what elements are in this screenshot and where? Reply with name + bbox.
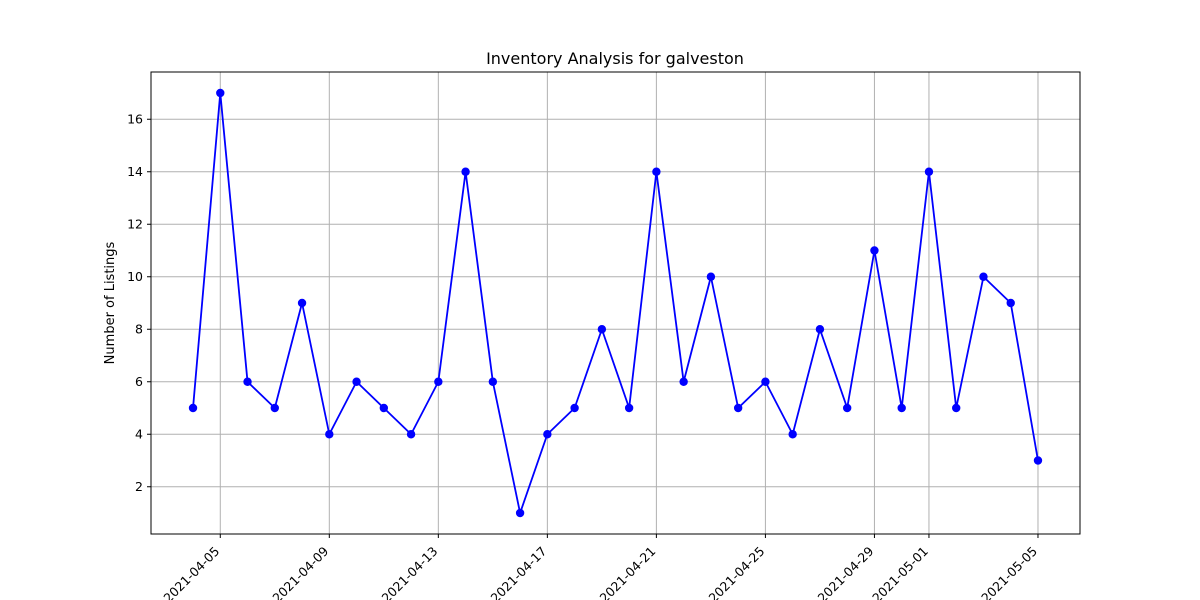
data-point xyxy=(679,377,688,386)
plot-frame xyxy=(150,71,1081,535)
x-tick-label: 2021-04-21 xyxy=(597,544,659,600)
axes xyxy=(147,71,1081,538)
y-tick-label: 14 xyxy=(127,164,143,179)
y-axis-label: Number of Listings xyxy=(103,241,118,364)
data-point xyxy=(1006,298,1015,308)
data-point xyxy=(570,403,579,413)
x-tick-label: 2021-04-29 xyxy=(815,543,877,600)
data-point xyxy=(434,377,443,386)
data-point xyxy=(1033,456,1043,465)
y-tick-label: 2 xyxy=(135,479,143,494)
y-tick-label: 6 xyxy=(135,374,143,389)
y-tick-label: 12 xyxy=(127,216,143,231)
y-tick-label: 16 xyxy=(127,111,143,126)
data-point xyxy=(706,272,716,281)
tick-labels: 2 4 6 8 10 12 14 16 2021-04-05 2021-04-09 2021-04-… xyxy=(127,111,1040,600)
data-point xyxy=(270,403,279,413)
data-point xyxy=(979,272,988,281)
x-tick-label: 2021-04-13 xyxy=(378,544,440,600)
x-tick-label: 2021-04-09 xyxy=(269,543,331,600)
data-point xyxy=(543,430,552,439)
data-point xyxy=(461,167,470,176)
y-tick-label: 4 xyxy=(135,426,143,441)
data-point xyxy=(624,403,634,413)
data-series xyxy=(188,88,1043,518)
chart-title: Inventory Analysis for galveston xyxy=(486,49,744,68)
data-point xyxy=(297,298,307,308)
data-point xyxy=(406,430,416,439)
grid-lines xyxy=(151,72,1080,534)
data-point xyxy=(216,88,225,98)
data-point xyxy=(788,430,797,439)
data-point xyxy=(488,377,498,386)
x-tick-label: 2021-04-05 xyxy=(160,544,222,600)
x-tick-label: 2021-04-25 xyxy=(706,544,768,600)
data-point xyxy=(352,377,361,386)
data-point xyxy=(870,246,879,255)
x-tick-label: 2021-05-05 xyxy=(978,544,1040,600)
data-point xyxy=(243,377,252,386)
data-point xyxy=(924,167,934,176)
data-point xyxy=(761,377,770,386)
data-point xyxy=(652,167,661,176)
data-point xyxy=(597,325,607,334)
x-tick-label: 2021-05-01 xyxy=(869,544,931,600)
data-point xyxy=(897,403,906,413)
data-point xyxy=(379,403,389,413)
data-point xyxy=(952,403,961,413)
data-point xyxy=(325,430,334,439)
y-tick-label: 10 xyxy=(127,269,143,284)
data-point xyxy=(733,403,743,413)
series-line xyxy=(192,92,1039,514)
data-point xyxy=(815,325,825,334)
y-tick-label: 8 xyxy=(135,321,143,336)
x-tick-label: 2021-04-17 xyxy=(487,544,549,600)
data-point xyxy=(515,508,525,518)
data-point xyxy=(842,403,852,413)
data-point xyxy=(188,403,198,413)
